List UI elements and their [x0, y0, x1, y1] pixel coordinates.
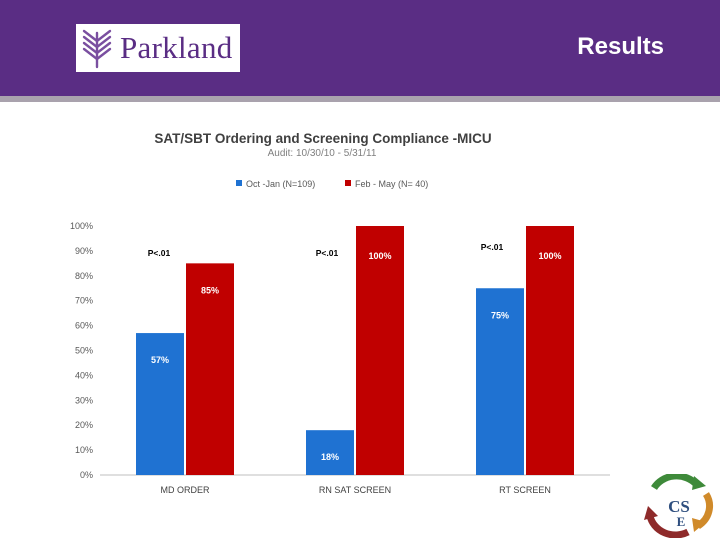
bar	[136, 333, 184, 475]
data-labels: MD ORDER 57% 85% P<.01 RN SAT SCREEN 18% 100% P…	[148, 242, 562, 495]
bar-data-label: 75%	[491, 310, 509, 320]
y-tick-label: 30%	[75, 395, 93, 405]
header-divider	[0, 96, 720, 102]
y-tick-label: 20%	[75, 420, 93, 430]
cse-logo-icon: CS E	[640, 474, 718, 538]
bar	[186, 263, 234, 475]
legend-swatch	[345, 180, 351, 186]
y-tick-label: 10%	[75, 445, 93, 455]
bar-data-label: 85%	[201, 285, 219, 295]
y-tick-label: 100%	[70, 221, 93, 231]
bar	[356, 226, 404, 475]
x-tick-label: MD ORDER	[161, 485, 210, 495]
y-tick-label: 80%	[75, 271, 93, 281]
plot-area	[136, 226, 574, 475]
chart-subtitle: Audit: 10/30/10 - 5/31/11	[268, 148, 377, 159]
page-title: Results	[577, 33, 664, 60]
chart-legend: Oct -Jan (N=109) Feb - May (N= 40)	[236, 179, 428, 189]
svg-text:E: E	[677, 514, 686, 529]
bar	[306, 430, 354, 475]
chart-title: SAT/SBT Ordering and Screening Complianc…	[154, 131, 491, 146]
y-tick-label: 60%	[75, 321, 93, 331]
y-tick-label: 40%	[75, 370, 93, 380]
parkland-logo: Parkland	[76, 24, 240, 72]
y-axis: 0% 10% 20% 30% 40% 50% 60% 70% 80% 90% 100%	[70, 221, 610, 480]
legend-label: Oct -Jan (N=109)	[246, 179, 315, 189]
x-tick-label: RN SAT SCREEN	[319, 485, 391, 495]
bar	[526, 226, 574, 475]
bar-data-label: 57%	[151, 355, 169, 365]
bar-data-label: 18%	[321, 452, 339, 462]
bar-data-label: 100%	[538, 251, 561, 261]
y-tick-label: 90%	[75, 246, 93, 256]
significance-annotation: P<.01	[316, 248, 339, 258]
parkland-logo-icon	[82, 29, 112, 69]
y-tick-label: 50%	[75, 346, 93, 356]
legend-label: Feb - May (N= 40)	[355, 179, 428, 189]
brand-name: Parkland	[120, 30, 233, 65]
bar	[476, 288, 524, 475]
y-tick-label: 0%	[80, 470, 93, 480]
significance-annotation: P<.01	[481, 242, 504, 252]
bar-data-label: 100%	[368, 251, 391, 261]
legend-swatch	[236, 180, 242, 186]
significance-annotation: P<.01	[148, 248, 171, 258]
svg-text:CS: CS	[668, 497, 690, 516]
y-tick-label: 70%	[75, 296, 93, 306]
x-tick-label: RT SCREEN	[499, 485, 551, 495]
